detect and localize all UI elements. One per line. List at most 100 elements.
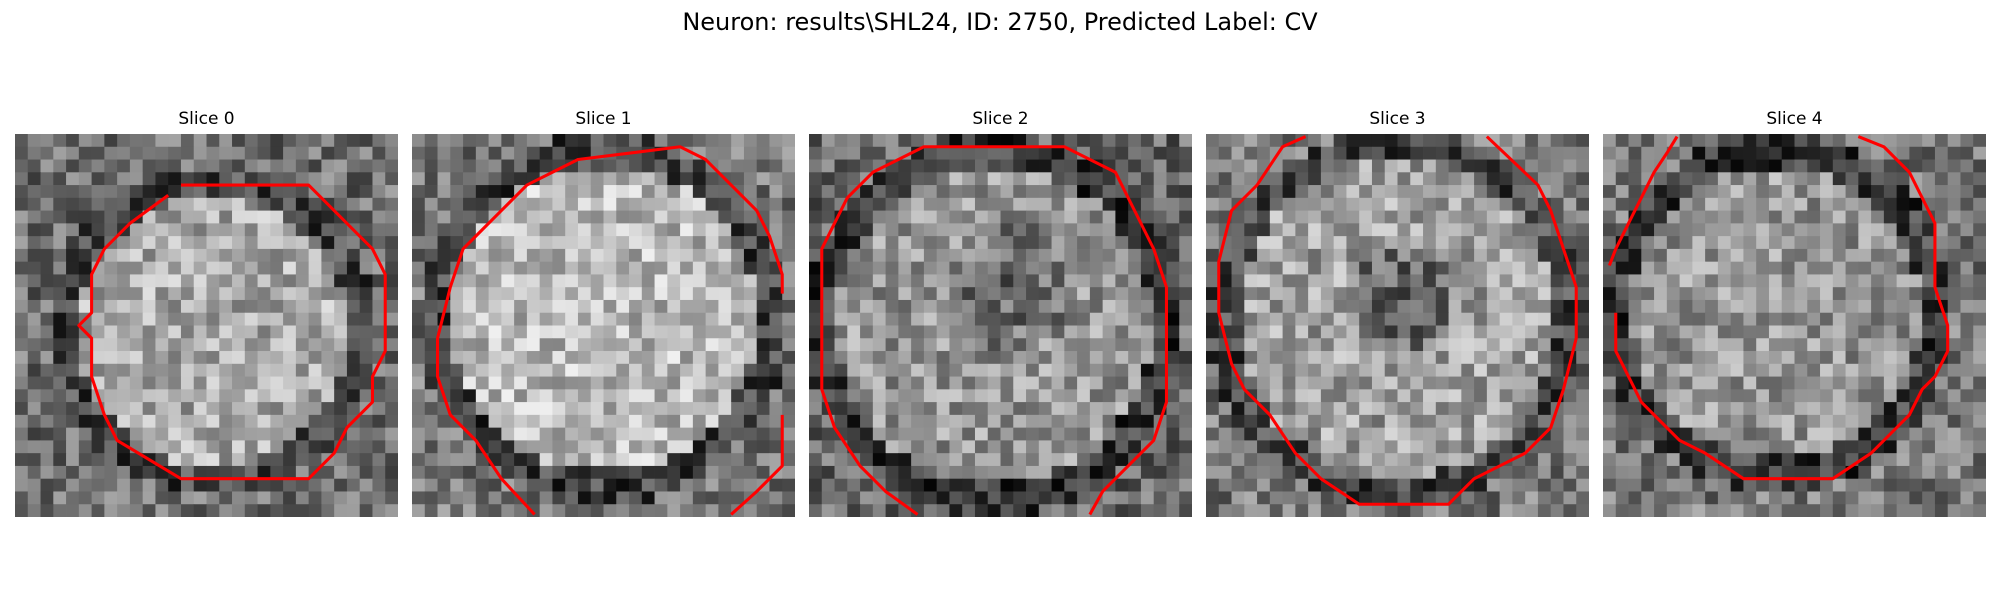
- pixel: [1423, 172, 1436, 185]
- pixel: [1960, 211, 1973, 224]
- pixel: [1232, 491, 1245, 504]
- pixel: [463, 172, 476, 185]
- pixel: [1960, 402, 1973, 415]
- pixel: [1270, 479, 1283, 492]
- pixel: [782, 338, 795, 351]
- pixel: [1039, 326, 1052, 339]
- pixel: [1743, 211, 1756, 224]
- pixel: [219, 453, 232, 466]
- pixel: [1064, 440, 1077, 453]
- pixel: [296, 236, 309, 249]
- pixel: [616, 453, 629, 466]
- slice-image: [1603, 134, 1986, 517]
- pixel: [1039, 351, 1052, 364]
- pixel: [1128, 300, 1141, 313]
- pixel: [1871, 377, 1884, 390]
- pixel: [1410, 287, 1423, 300]
- pixel: [245, 440, 258, 453]
- pixel: [962, 160, 975, 173]
- pixel: [28, 377, 41, 390]
- pixel: [1232, 466, 1245, 479]
- pixel: [809, 377, 822, 390]
- pixel: [552, 440, 565, 453]
- pixel: [1359, 364, 1372, 377]
- pixel: [1321, 428, 1334, 441]
- pixel: [181, 326, 194, 339]
- pixel: [219, 300, 232, 313]
- pixel: [975, 262, 988, 275]
- pixel: [1935, 377, 1948, 390]
- pixel: [1629, 236, 1642, 249]
- pixel: [1219, 274, 1232, 287]
- pixel: [1295, 428, 1308, 441]
- pixel: [1257, 236, 1270, 249]
- pixel: [1128, 428, 1141, 441]
- pixel: [181, 440, 194, 453]
- pixel: [181, 313, 194, 326]
- pixel: [425, 198, 438, 211]
- pixel: [706, 377, 719, 390]
- pixel: [578, 466, 591, 479]
- pixel: [1782, 274, 1795, 287]
- pixel: [219, 274, 232, 287]
- pixel: [1833, 223, 1846, 236]
- pixel: [104, 185, 117, 198]
- pixel: [1423, 300, 1436, 313]
- pixel: [194, 440, 207, 453]
- pixel: [1026, 300, 1039, 313]
- pixel: [1295, 377, 1308, 390]
- pixel: [28, 504, 41, 517]
- pixel: [1166, 326, 1179, 339]
- pixel: [1308, 415, 1321, 428]
- pixel: [1973, 377, 1986, 390]
- pixel: [835, 479, 848, 492]
- pixel: [1449, 262, 1462, 275]
- pixel: [847, 479, 860, 492]
- pixel: [347, 236, 360, 249]
- pixel: [66, 440, 79, 453]
- pixel: [898, 160, 911, 173]
- pixel: [28, 428, 41, 441]
- pixel: [565, 313, 578, 326]
- pixel: [1436, 377, 1449, 390]
- pixel: [629, 479, 642, 492]
- pixel: [744, 313, 757, 326]
- pixel: [1013, 223, 1026, 236]
- pixel: [1538, 134, 1551, 147]
- pixel: [962, 389, 975, 402]
- pixel: [1283, 377, 1296, 390]
- pixel: [1922, 389, 1935, 402]
- pixel: [1026, 453, 1039, 466]
- pixel: [1064, 389, 1077, 402]
- pixel: [1718, 236, 1731, 249]
- pixel: [1064, 300, 1077, 313]
- pixel: [782, 364, 795, 377]
- pixel: [476, 236, 489, 249]
- pixel: [1487, 415, 1500, 428]
- pixel: [489, 262, 502, 275]
- pixel: [1372, 274, 1385, 287]
- pixel: [1026, 262, 1039, 275]
- pixel: [860, 274, 873, 287]
- pixel: [1743, 389, 1756, 402]
- pixel: [1385, 249, 1398, 262]
- pixel: [283, 147, 296, 160]
- pixel: [1705, 326, 1718, 339]
- pixel: [1833, 351, 1846, 364]
- pixel: [949, 351, 962, 364]
- pixel: [207, 389, 220, 402]
- pixel: [1001, 453, 1014, 466]
- pixel: [1743, 262, 1756, 275]
- pixel: [143, 160, 156, 173]
- pixel: [450, 466, 463, 479]
- pixel: [1283, 415, 1296, 428]
- pixel: [873, 236, 886, 249]
- pixel: [1283, 198, 1296, 211]
- pixel: [949, 185, 962, 198]
- pixel: [1616, 211, 1629, 224]
- pixel: [296, 249, 309, 262]
- pixel: [860, 262, 873, 275]
- pixel: [334, 300, 347, 313]
- pixel: [1654, 249, 1667, 262]
- pixel: [949, 466, 962, 479]
